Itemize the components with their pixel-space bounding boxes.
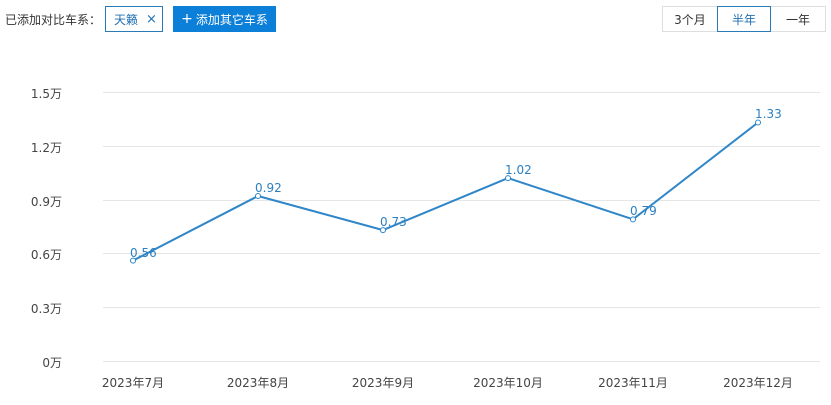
y-axis-tick-label: 0.6万 bbox=[30, 247, 62, 262]
range-3-months[interactable]: 3个月 bbox=[663, 7, 717, 31]
range-half-year[interactable]: 半年 bbox=[717, 6, 771, 32]
range-one-year[interactable]: 一年 bbox=[771, 7, 825, 31]
data-point[interactable] bbox=[505, 175, 511, 182]
y-axis-tick-label: 0.3万 bbox=[30, 301, 62, 316]
data-value-label: 1.02 bbox=[505, 163, 532, 178]
series-tag: 天籁 × bbox=[105, 6, 163, 32]
data-value-label: 0.92 bbox=[255, 181, 282, 195]
x-axis-tick-label: 2023年12月 bbox=[723, 376, 793, 390]
x-axis-tick-label: 2023年9月 bbox=[351, 376, 415, 390]
data-point[interactable] bbox=[380, 227, 386, 234]
series-tag-label: 天籁 bbox=[114, 12, 139, 27]
time-range-selector: 3个月 半年 一年 bbox=[662, 6, 826, 32]
added-series-label: 已添加对比车系： bbox=[5, 13, 102, 27]
y-axis-tick-label: 1.2万 bbox=[30, 140, 62, 155]
toolbar: 已添加对比车系： 天籁 × + 添加其它车系 3个月 半年 一年 bbox=[0, 0, 831, 40]
x-axis-tick-label: 2023年10月 bbox=[473, 376, 543, 390]
x-axis-tick-label: 2023年7月 bbox=[101, 376, 165, 390]
close-icon[interactable]: × bbox=[146, 11, 157, 27]
data-point[interactable] bbox=[130, 257, 136, 264]
x-axis-tick-label: 2023年11月 bbox=[598, 376, 668, 390]
data-value-label: 1.33 bbox=[755, 107, 782, 122]
data-value-label: 0.73 bbox=[380, 215, 407, 230]
x-axis-tick-label: 2023年8月 bbox=[226, 376, 290, 390]
add-series-button[interactable]: + 添加其它车系 bbox=[173, 6, 276, 32]
series-line bbox=[132, 121, 759, 262]
plus-icon: + bbox=[181, 11, 193, 27]
y-axis-tick-label: 1.5万 bbox=[30, 86, 62, 101]
y-axis-tick-label: 0.9万 bbox=[30, 194, 62, 209]
line-chart: 0万 0.3万 0.6万 0.9万 1.2万 1.5万 2023年7月 2023年8月 2023… bbox=[0, 40, 831, 405]
data-value-label: 0.79 bbox=[630, 204, 657, 219]
data-value-label: 0.56 bbox=[130, 245, 157, 260]
data-point[interactable] bbox=[255, 193, 261, 200]
data-point[interactable] bbox=[755, 119, 761, 126]
add-series-label: 添加其它车系 bbox=[195, 12, 268, 27]
y-axis-tick-label: 0万 bbox=[42, 355, 62, 370]
data-point[interactable] bbox=[630, 216, 636, 223]
